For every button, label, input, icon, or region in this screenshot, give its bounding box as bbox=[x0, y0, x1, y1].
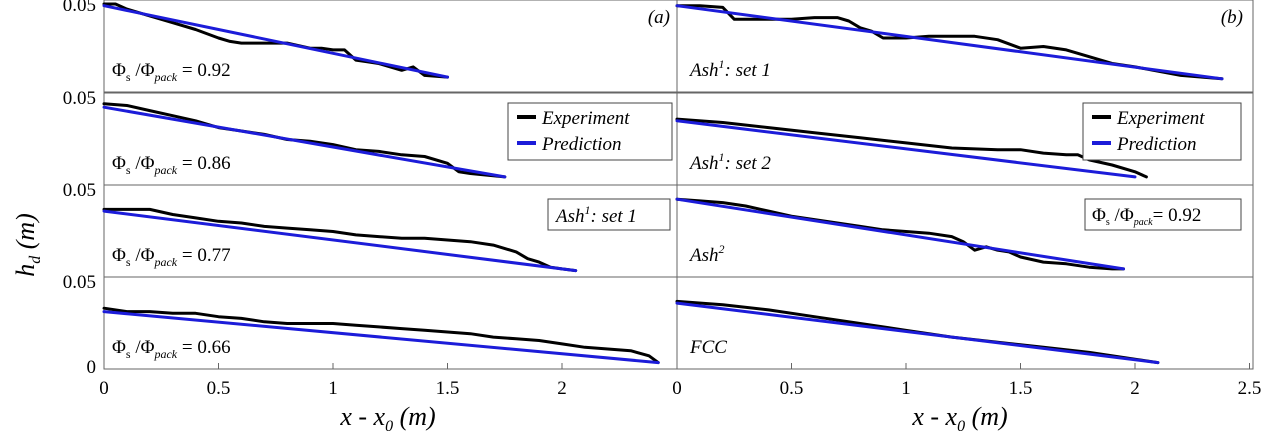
box-phi-092: Φs /Φpack= 0.92 bbox=[1084, 198, 1242, 231]
x-tick-label-b0: 0 bbox=[672, 378, 682, 399]
legend-b-experiment-label: Experiment bbox=[1116, 108, 1205, 129]
panel-label-a0: Φs /Φpack = 0.92 bbox=[112, 60, 231, 84]
panel-label-b1: Ash1: set 2 bbox=[688, 150, 771, 174]
x-tick-label-a2: 1 bbox=[328, 378, 338, 399]
legend-a: Experiment Prediction bbox=[507, 102, 673, 161]
legend-a-experiment-label: Experiment bbox=[541, 108, 630, 129]
series-experiment-a3 bbox=[102, 306, 660, 365]
legend-a-prediction-label: Prediction bbox=[541, 134, 622, 155]
series-experiment-a2 bbox=[102, 207, 578, 273]
box-ash-rest: : set 1 bbox=[591, 206, 637, 227]
panel-label-a3: Φs /Φpack = 0.66 bbox=[112, 337, 231, 361]
series-prediction-a2 bbox=[102, 209, 578, 273]
legend-b-prediction-label: Prediction bbox=[1116, 134, 1197, 155]
series-prediction-a1 bbox=[102, 105, 507, 179]
y-ticks: 0.05 0.05 0.05 0 0.05 bbox=[63, 0, 96, 378]
y-tick-label-3-0: 0 bbox=[87, 357, 97, 378]
box-ash-sup: 1 bbox=[585, 203, 591, 217]
series-prediction-b2 bbox=[675, 197, 1125, 271]
legend-b: Experiment Prediction bbox=[1082, 102, 1242, 161]
panel-labels: Φs /Φpack = 0.92 Φs /Φpack = 0.86 Φs /Φpac… bbox=[112, 57, 771, 361]
x-tick-label-a0: 0 bbox=[99, 378, 109, 399]
x-tick-label-b2: 1 bbox=[901, 378, 911, 399]
x-tick-label-a4: 2 bbox=[557, 378, 567, 399]
x-ticks: 0 0.5 1 1.5 2 0 0.5 1 1.5 2 2.5 bbox=[99, 363, 1261, 399]
y-axis-label: hd (m) bbox=[11, 213, 44, 277]
panel-frame-b3 bbox=[676, 276, 1254, 370]
x-tick-label-b4: 2 bbox=[1130, 378, 1140, 399]
panel-label-b3: FCC bbox=[689, 337, 727, 358]
x-tick-label-b1: 0.5 bbox=[780, 378, 804, 399]
panel-frame-b0 bbox=[676, 0, 1254, 93]
series-prediction-a3 bbox=[102, 310, 660, 365]
x-axis-label-b: x - x0 (m) bbox=[911, 402, 1007, 435]
series-prediction-b1 bbox=[675, 119, 1137, 179]
series-prediction-b3 bbox=[675, 301, 1160, 365]
series-experiment-a1 bbox=[102, 102, 507, 179]
box-ash-main: Ash bbox=[554, 206, 585, 227]
x-tick-label-b5: 2.5 bbox=[1238, 378, 1262, 399]
series-experiment-b2 bbox=[675, 197, 1125, 271]
series-prediction-a0 bbox=[102, 4, 449, 79]
y-tick-label-0-0: 0.05 bbox=[63, 0, 96, 16]
panel-frames bbox=[103, 0, 1254, 370]
x-tick-label-b3: 1.5 bbox=[1009, 378, 1033, 399]
x-axis-label-a: x - x0 (m) bbox=[339, 402, 435, 435]
y-tick-label-2-0: 0.05 bbox=[63, 180, 96, 201]
box-phi-symbol: Φ bbox=[1092, 205, 1106, 226]
panel-label-a2: Φs /Φpack = 0.77 bbox=[112, 245, 231, 269]
x-tick-label-a1: 0.5 bbox=[207, 378, 231, 399]
panel-label-a1: Φs /Φpack = 0.86 bbox=[112, 153, 231, 177]
y-tick-label-3-1: 0.05 bbox=[63, 272, 96, 293]
svg-text:Ash1: set 1: Ash1: set 1 bbox=[554, 203, 637, 227]
panel-tag-a: (a) bbox=[648, 7, 670, 28]
box-ash-set1: Ash1: set 1 bbox=[547, 198, 671, 231]
series-prediction-b0 bbox=[675, 4, 1224, 81]
panel-label-b0: Ash1: set 1 bbox=[688, 57, 771, 81]
svg-text:Φs /Φpack= 0.92: Φs /Φpack= 0.92 bbox=[1092, 205, 1201, 228]
box-phi-slash: /Φ bbox=[1110, 205, 1134, 226]
x-tick-label-a3: 1.5 bbox=[436, 378, 460, 399]
box-phi-eq: = 0.92 bbox=[1153, 205, 1202, 226]
panel-label-b2: Ash2 bbox=[688, 242, 725, 266]
series-layer bbox=[102, 2, 1224, 365]
series-experiment-b1 bbox=[675, 117, 1148, 179]
panel-tag-b: (b) bbox=[1221, 7, 1243, 28]
box-phi-pack: pack bbox=[1133, 217, 1153, 228]
y-tick-label-1-0: 0.05 bbox=[63, 88, 96, 109]
box-phi-s: s bbox=[1106, 217, 1110, 228]
